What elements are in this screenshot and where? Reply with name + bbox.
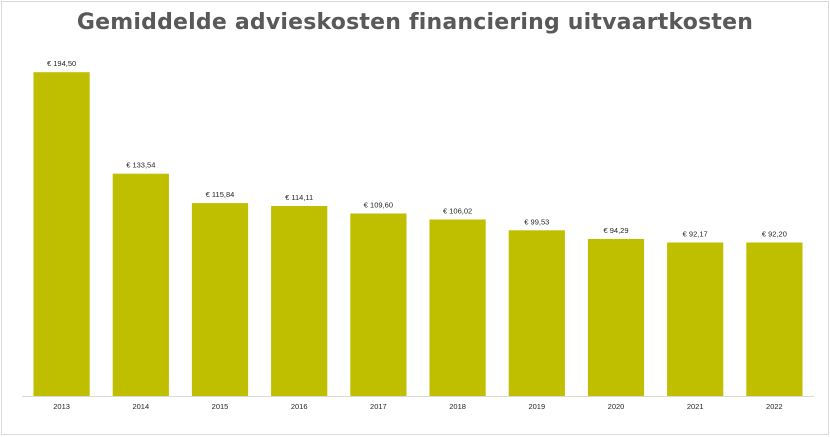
x-tick-2014: 2014 [132, 402, 149, 411]
chart-title: Gemiddelde advieskosten financiering uit… [76, 10, 754, 35]
data-label-2019: € 99,53 [524, 217, 549, 226]
x-tick-2016: 2016 [291, 402, 308, 411]
data-label-2021: € 92,17 [683, 230, 708, 239]
bar-2016 [271, 206, 328, 396]
x-tick-2018: 2018 [449, 402, 466, 411]
bar-2013 [33, 72, 90, 396]
data-label-2017: € 109,60 [364, 201, 393, 210]
x-tick-2021: 2021 [687, 402, 704, 411]
data-label-2014: € 133,54 [126, 161, 155, 170]
x-tick-2017: 2017 [370, 402, 387, 411]
bar-2017 [350, 213, 407, 396]
labels-layer: € 194,50 € 133,54 € 115,84 € 114,11 € 109,60… [47, 59, 787, 238]
bar-2014 [112, 173, 169, 396]
bar-2018 [429, 219, 486, 396]
bar-2015 [191, 203, 249, 396]
data-label-2013: € 194,50 [47, 59, 76, 68]
bar-2022 [746, 242, 803, 396]
data-label-2018: € 106,02 [443, 207, 472, 216]
x-tick-2015: 2015 [212, 402, 229, 411]
x-tick-2019: 2019 [528, 402, 545, 411]
data-label-2020: € 94,29 [603, 226, 628, 235]
data-label-2016: € 114,11 [285, 193, 313, 202]
x-tick-2013: 2013 [53, 402, 70, 411]
data-label-2022: € 92,20 [762, 230, 787, 239]
data-label-2015: € 115,84 [206, 190, 235, 199]
x-tick-2022: 2022 [766, 402, 783, 411]
bar-2019 [508, 230, 565, 396]
x-tick-labels: 2013 2014 2015 2016 2017 2018 2019 2020 2021 2022 [53, 402, 782, 411]
bar-2021 [667, 242, 724, 396]
bar-2020 [587, 239, 645, 396]
bars-layer [33, 72, 803, 396]
x-tick-2020: 2020 [608, 402, 625, 411]
